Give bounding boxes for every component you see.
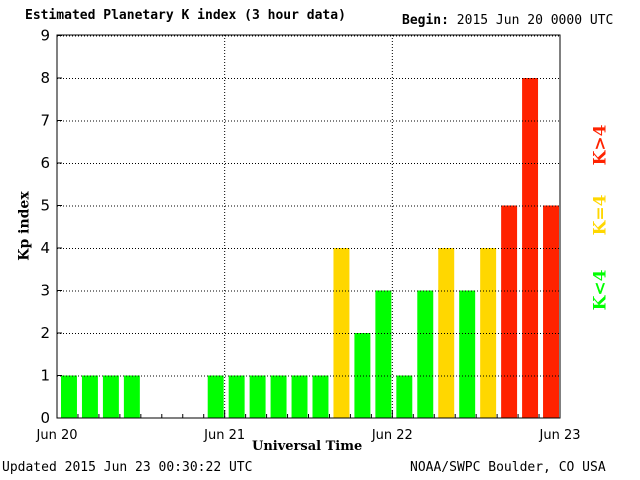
kp-bar [522, 78, 539, 418]
kp-bar [396, 375, 413, 418]
credit: NOAA/SWPC Boulder, CO USA [410, 460, 606, 475]
y-tick-label: 8 [40, 69, 50, 87]
begin-label: Begin: [402, 13, 449, 28]
kp-bar [417, 290, 434, 418]
kp-bar [207, 375, 224, 418]
y-tick-label: 3 [40, 282, 50, 300]
kp-bar [354, 333, 371, 418]
kp-bar [480, 248, 497, 418]
y-tick-label: 1 [40, 367, 50, 385]
x-tick-label: Jun 20 [36, 428, 78, 443]
y-tick-label: 4 [40, 239, 50, 257]
kp-bar [81, 375, 98, 418]
x-tick-label: Jun 21 [203, 428, 245, 443]
kp-bar [228, 375, 245, 418]
kp-bar [501, 205, 518, 418]
kp-bar [291, 375, 308, 418]
kp-bar [438, 248, 455, 418]
kp-bar [375, 290, 392, 418]
kp-bar [543, 205, 559, 418]
kp-bar [312, 375, 329, 418]
x-axis-label: Universal Time [252, 439, 363, 454]
y-tick-label: 0 [40, 409, 50, 427]
begin-value: 2015 Jun 20 0000 UTC [456, 13, 614, 28]
kp-bar [61, 375, 77, 418]
begin-info: Begin: 2015 Jun 20 0000 UTC [402, 13, 613, 28]
chart-title: Estimated Planetary K index (3 hour data… [25, 8, 346, 23]
y-tick-label: 9 [40, 27, 50, 45]
y-tick-label: 2 [40, 324, 50, 342]
kp-bar [333, 248, 350, 418]
y-tick-label: 7 [40, 112, 50, 130]
y-tick-label: 6 [40, 154, 50, 172]
kp-bar [270, 375, 287, 418]
kp-bar [102, 375, 119, 418]
kp-bar [249, 375, 266, 418]
x-tick-label: Jun 23 [539, 428, 581, 443]
x-tick-label: Jun 22 [371, 428, 413, 443]
kp-bar [123, 375, 140, 418]
kp-bar [459, 290, 476, 418]
updated-timestamp: Updated 2015 Jun 23 00:30:22 UTC [2, 460, 253, 475]
y-tick-label: 5 [40, 197, 50, 215]
